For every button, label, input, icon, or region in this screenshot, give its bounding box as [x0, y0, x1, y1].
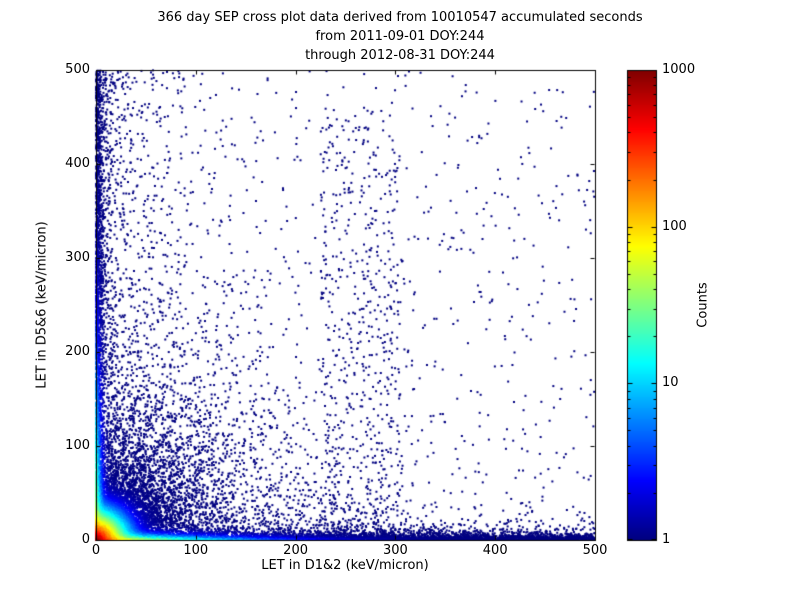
x-axis-label: LET in D1&2 (keV/micron): [261, 558, 429, 573]
chart-title-block: 366 day SEP cross plot data derived from…: [0, 8, 800, 65]
colorbar-label: Counts: [695, 282, 711, 328]
chart-title: 366 day SEP cross plot data derived from…: [157, 10, 643, 25]
chart-subtitle-from: from 2011-09-01 DOY:244: [315, 29, 485, 44]
chart-subtitle-through: through 2012-08-31 DOY:244: [305, 48, 495, 63]
y-axis-label: LET in D5&6 (keV/micron): [34, 221, 50, 389]
